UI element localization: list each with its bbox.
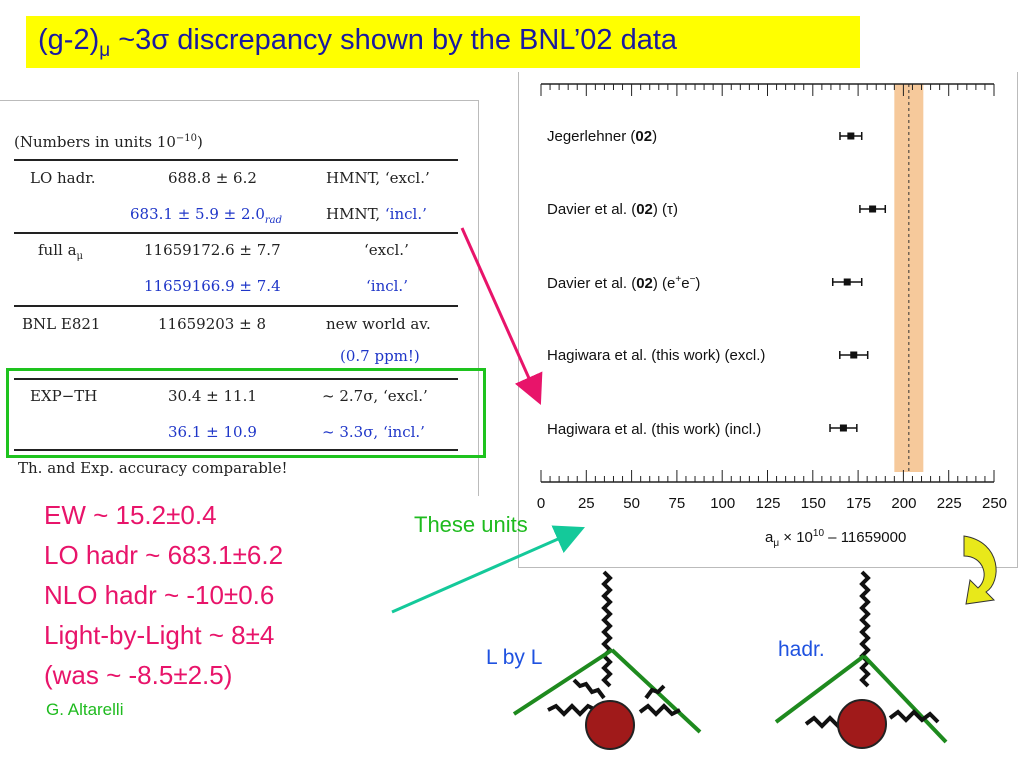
series-label: Davier et al. (02) (τ)	[547, 201, 678, 218]
annotation-lbyl: Light-by-Light ~ 8±4	[44, 620, 275, 650]
x-tick-label: 125	[755, 495, 781, 512]
lbyl-label: L by L	[486, 646, 543, 669]
data-point	[839, 424, 847, 432]
x-axis-label: aμ × 1010 – 11659000	[765, 528, 907, 549]
x-tick-label: 225	[936, 495, 962, 512]
annotation-ew: EW ~ 15.2±0.4	[44, 500, 217, 530]
data-point	[850, 351, 858, 359]
highlight-box	[6, 368, 486, 458]
x-tick-label: 150	[800, 495, 826, 512]
x-tick-label: 100	[710, 495, 736, 512]
pointer-arrow-pink	[460, 227, 543, 405]
row-label: LO hadr.	[30, 169, 96, 187]
slide-title: (g-2)μ ~3σ discrepancy shown by the BNL’…	[38, 24, 678, 61]
table-footer: Th. and Exp. accuracy comparable!	[18, 459, 288, 477]
row-value: 36.1 ± 10.9	[168, 423, 257, 441]
row-value: 11659172.6 ± 7.7	[144, 241, 281, 259]
results-table: (Numbers in units 10−10) LO hadr. 688.8 …	[0, 100, 479, 496]
row-note: new world av.	[326, 315, 431, 333]
row-label: EXP−TH	[30, 387, 98, 405]
series-label: Davier et al. (02) (e+e−)	[547, 274, 701, 292]
row-value: 688.8 ± 6.2	[168, 169, 257, 187]
lbyl-diagram-icon	[512, 570, 702, 750]
annotation-nlo-hadr: NLO hadr ~ -10±0.6	[44, 580, 275, 610]
annotation-lo-hadr: LO hadr ~ 683.1±6.2	[44, 540, 284, 570]
row-note: HMNT, ‘excl.’	[326, 169, 430, 187]
x-tick-label: 75	[668, 495, 686, 512]
row-note: ~ 2.7σ, ‘excl.’	[322, 387, 428, 405]
series-label: Hagiwara et al. (this work) (incl.)	[547, 421, 762, 438]
row-note: ‘incl.’	[366, 277, 408, 295]
table-caption: (Numbers in units 10−10)	[14, 133, 203, 151]
x-tick-label: 0	[536, 495, 546, 512]
credit-text: G. Altarelli	[46, 700, 124, 719]
row-label: full aμ	[38, 241, 84, 262]
x-tick-label: 250	[982, 495, 1008, 512]
hadr-label: hadr.	[778, 638, 825, 661]
series-label: Hagiwara et al. (this work) (excl.)	[547, 347, 766, 364]
x-tick-label: 50	[623, 495, 640, 512]
x-tick-label: 175	[846, 495, 872, 512]
row-value: 30.4 ± 11.1	[168, 387, 257, 405]
hadr-diagram-icon	[774, 570, 948, 749]
x-tick-label: 200	[891, 495, 917, 512]
comparison-plot: Jegerlehner (02) Davier et al. (02) (τ) …	[518, 72, 1018, 568]
annotation-was: (was ~ -8.5±2.5)	[44, 660, 233, 690]
row-note: ~ 3.3σ, ‘incl.’	[322, 423, 425, 441]
row-note: (0.7 ppm!)	[340, 347, 420, 365]
plot-canvas	[540, 83, 995, 483]
x-tick-label: 25	[577, 495, 595, 512]
row-value: 683.1 ± 5.9 ± 2.0rad	[130, 205, 283, 226]
curved-arrow-icon	[963, 535, 997, 605]
title-banner	[26, 16, 860, 68]
pointer-arrow-green	[391, 525, 585, 614]
row-value: 11659203 ± 8	[158, 315, 266, 333]
row-note: HMNT, ‘incl.’	[326, 205, 427, 223]
these-units-text: These units	[414, 512, 528, 537]
row-note: ‘excl.’	[364, 241, 409, 259]
data-point	[847, 132, 855, 140]
data-point	[843, 278, 851, 286]
row-label: BNL E821	[22, 315, 101, 333]
data-point	[869, 205, 877, 213]
series-label: Jegerlehner (02)	[547, 128, 658, 145]
row-value: 11659166.9 ± 7.4	[144, 277, 281, 295]
